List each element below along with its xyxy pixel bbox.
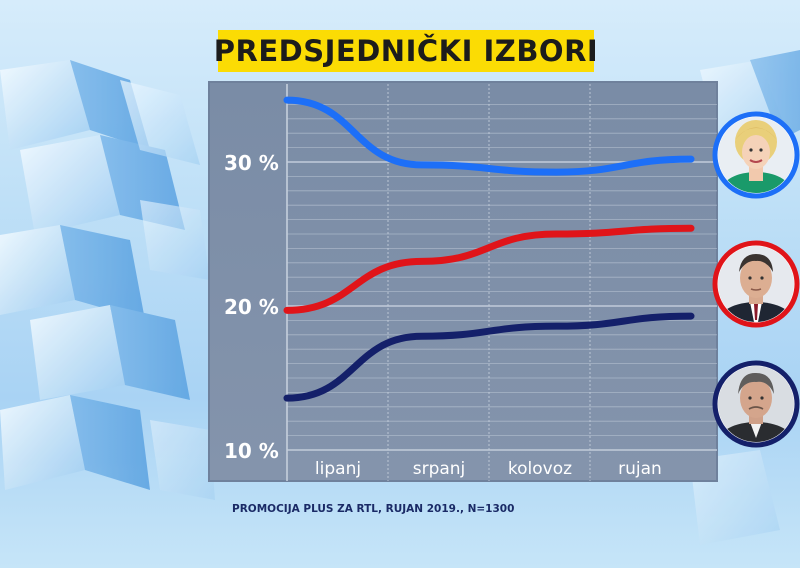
source-note: PROMOCIJA PLUS ZA RTL, RUJAN 2019., N=13… — [232, 503, 515, 515]
x-tick-label: lipanj — [315, 459, 361, 479]
chart-panel — [209, 82, 717, 481]
portrait-milanovic — [712, 240, 800, 328]
series-line-1 — [283, 224, 695, 314]
series-line-2 — [283, 312, 695, 402]
y-axis-ticks: 30 % 20 % 10 % — [224, 151, 279, 463]
series-line-0 — [283, 96, 695, 176]
x-axis-ticks: lipanj srpanj kolovoz rujan — [315, 459, 662, 479]
grid-lines — [286, 84, 717, 481]
series-lines — [283, 96, 695, 402]
title-banner: PREDSJEDNIČKI IZBORI — [214, 30, 598, 72]
x-tick-label: kolovoz — [508, 459, 572, 479]
portrait-kolinda — [712, 111, 800, 199]
y-tick-label: 10 % — [224, 439, 279, 463]
x-tick-label: rujan — [618, 459, 662, 479]
y-tick-label: 30 % — [224, 151, 279, 175]
chart-title: PREDSJEDNIČKI IZBORI — [213, 34, 599, 68]
y-tick-label: 20 % — [224, 295, 279, 319]
x-tick-label: srpanj — [413, 459, 466, 479]
portrait-skoro — [712, 360, 800, 448]
